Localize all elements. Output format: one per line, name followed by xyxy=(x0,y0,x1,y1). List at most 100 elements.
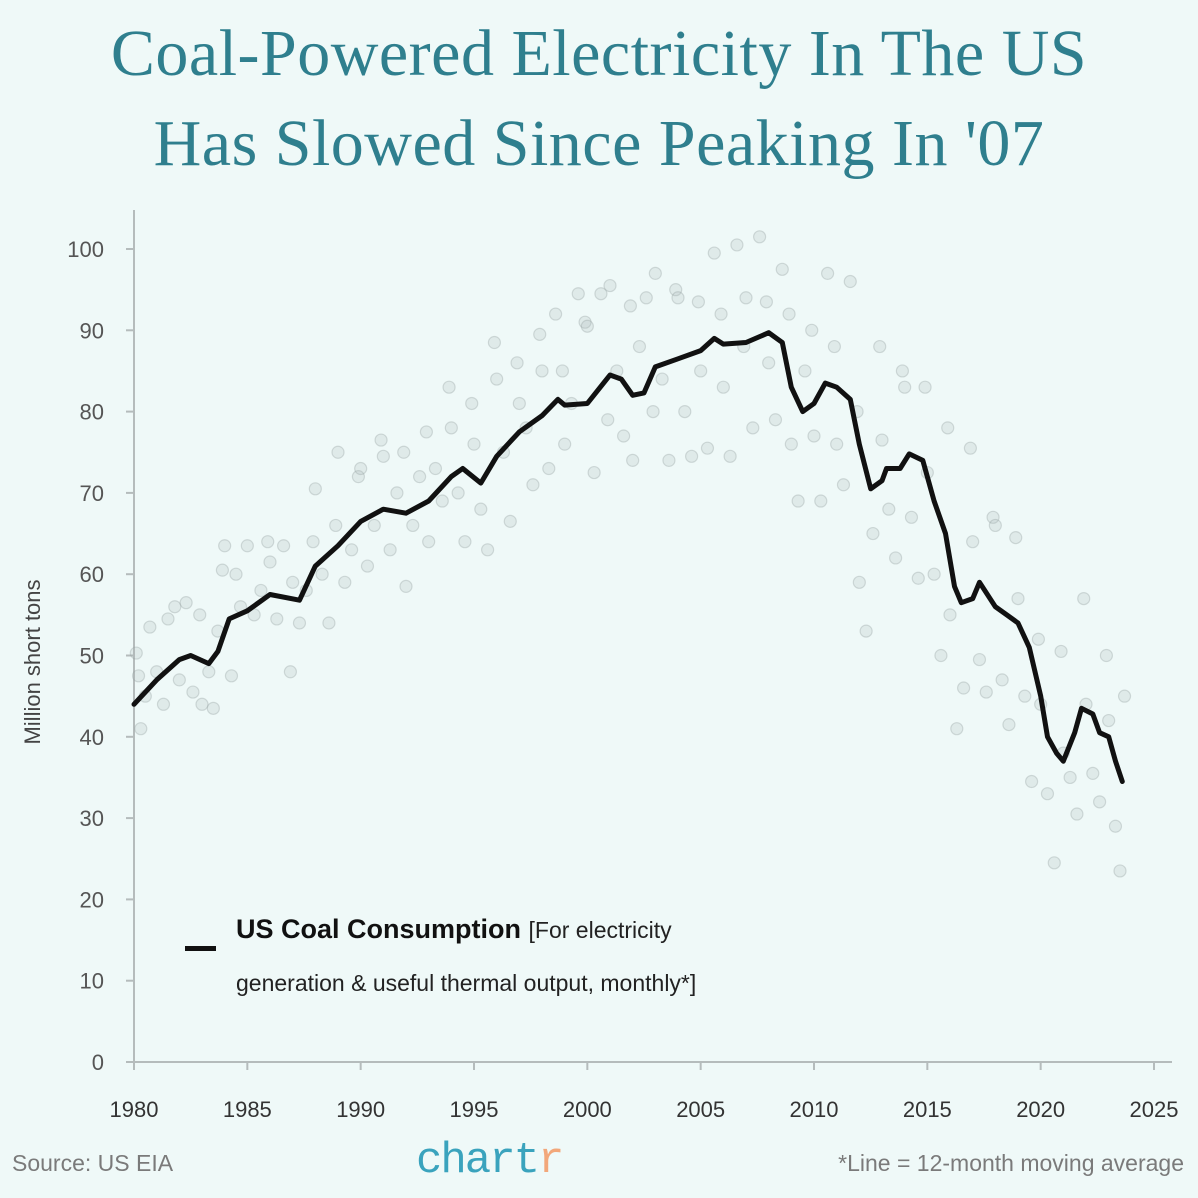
y-tick-label: 40 xyxy=(80,725,104,750)
data-point xyxy=(988,518,1002,533)
data-point xyxy=(684,449,699,463)
data-point xyxy=(292,616,307,630)
data-point xyxy=(129,646,143,660)
data-point xyxy=(986,510,1000,524)
data-point xyxy=(671,291,685,305)
data-point xyxy=(535,364,549,378)
data-point xyxy=(503,514,517,528)
data-point xyxy=(444,421,458,435)
x-tick-label: 1980 xyxy=(110,1097,159,1122)
footnote: *Line = 12-month moving average xyxy=(838,1150,1184,1176)
data-point xyxy=(648,266,662,280)
data-point xyxy=(730,238,744,252)
data-point xyxy=(261,535,275,549)
y-tick-label: 100 xyxy=(67,237,104,262)
data-point xyxy=(542,461,556,476)
data-point xyxy=(927,567,941,581)
data-point xyxy=(512,396,526,411)
data-point xyxy=(866,526,880,541)
data-point xyxy=(458,535,472,549)
data-point xyxy=(322,616,336,630)
data-point xyxy=(623,299,638,313)
moving-average-line xyxy=(131,330,1125,784)
data-point xyxy=(594,287,608,301)
data-point xyxy=(972,652,987,667)
data-point xyxy=(1113,864,1127,878)
x-tick-label: 2010 xyxy=(790,1097,839,1122)
data-point xyxy=(270,612,284,626)
y-tick-label: 50 xyxy=(80,644,104,669)
data-point xyxy=(263,555,277,569)
data-point xyxy=(966,535,980,549)
data-point xyxy=(943,608,957,622)
data-point xyxy=(1099,648,1114,663)
data-point xyxy=(548,307,563,321)
data-point xyxy=(193,608,207,622)
data-point xyxy=(465,396,479,411)
data-point xyxy=(390,486,404,500)
y-axis-label: Million short tons xyxy=(20,579,45,744)
data-point xyxy=(950,722,964,736)
data-point xyxy=(746,421,760,435)
y-tick-label: 10 xyxy=(80,969,104,994)
data-point xyxy=(1086,766,1100,780)
data-point xyxy=(571,287,585,301)
data-point xyxy=(1054,644,1068,659)
data-point xyxy=(762,356,776,370)
x-tick-label: 2015 xyxy=(903,1097,952,1122)
data-point xyxy=(351,470,365,484)
data-point xyxy=(442,380,456,394)
data-point xyxy=(716,380,730,394)
data-point xyxy=(331,445,345,459)
data-point xyxy=(254,583,268,598)
data-point xyxy=(662,453,676,467)
logo-accent: r xyxy=(538,1136,564,1186)
data-point xyxy=(678,405,692,419)
logo-main: chart xyxy=(416,1136,540,1186)
data-point xyxy=(161,612,175,626)
legend-sub-2: generation & useful thermal output, mont… xyxy=(236,970,697,996)
data-point xyxy=(345,543,359,557)
data-point xyxy=(422,535,436,549)
data-point xyxy=(202,665,216,679)
data-point xyxy=(360,559,375,573)
data-point xyxy=(587,465,601,480)
data-point xyxy=(1047,856,1061,870)
data-point xyxy=(435,494,449,508)
y-tick-label: 70 xyxy=(80,481,104,506)
x-tick-label: 2005 xyxy=(676,1097,725,1122)
data-point xyxy=(474,502,488,516)
data-point xyxy=(963,441,978,455)
data-point xyxy=(1117,689,1132,703)
data-point xyxy=(898,380,912,394)
data-point xyxy=(1063,770,1077,785)
data-point xyxy=(168,600,182,614)
data-point xyxy=(707,246,721,260)
data-point xyxy=(827,339,842,354)
data-point xyxy=(428,461,443,476)
y-tick-label: 90 xyxy=(80,318,104,343)
data-point xyxy=(995,673,1009,687)
data-point xyxy=(218,539,232,553)
data-point xyxy=(782,307,796,321)
data-point xyxy=(383,543,397,557)
data-point xyxy=(533,327,547,341)
x-tick-label: 1990 xyxy=(336,1097,385,1122)
data-point xyxy=(481,543,495,557)
data-point xyxy=(143,620,157,634)
legend-sub-1: [For electricity xyxy=(528,917,672,943)
data-point xyxy=(131,669,146,683)
data-point xyxy=(941,421,955,435)
data-point xyxy=(277,539,291,553)
data-point xyxy=(1077,591,1091,606)
data-point xyxy=(626,453,640,467)
data-point xyxy=(555,364,570,378)
data-point xyxy=(694,364,708,378)
data-point xyxy=(956,681,971,695)
data-point xyxy=(329,518,343,533)
data-point xyxy=(852,575,866,589)
data-point xyxy=(510,356,524,370)
data-point xyxy=(655,372,669,386)
